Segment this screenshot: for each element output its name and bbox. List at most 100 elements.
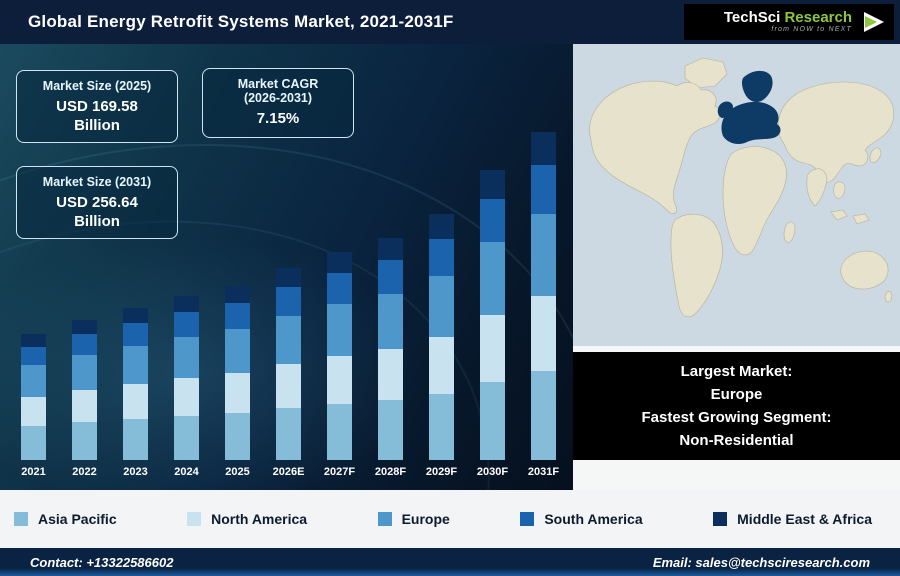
callout-line: Largest Market:	[680, 362, 793, 380]
bar-segment-north-america	[276, 363, 301, 409]
bar-segment-south-america	[327, 272, 352, 304]
bar-segment-europe	[480, 242, 505, 315]
bar-segment-asia-pacific	[480, 381, 505, 460]
bar-segment-south-america	[378, 260, 403, 294]
stat-market-size-2031: Market Size (2031) USD 256.64 Billion	[16, 166, 178, 240]
legend-item-south-america: South America	[520, 511, 643, 527]
callout-line: Fastest Growing Segment:	[641, 409, 832, 426]
bar-column-2022: 2022	[59, 320, 110, 482]
legend-label: Asia Pacific	[38, 511, 117, 527]
x-axis-label: 2031F	[527, 466, 560, 478]
bar-segment-middle-east-africa	[327, 252, 352, 273]
stat-market-cagr: Market CAGR (2026-2031) 7.15%	[202, 68, 354, 139]
bar-segment-middle-east-africa	[276, 268, 301, 288]
bar-stack	[72, 320, 97, 460]
legend-label: South America	[544, 511, 643, 527]
bar-stack	[276, 268, 301, 460]
world-map-svg	[573, 44, 900, 346]
stat-unit: Billion	[74, 213, 120, 231]
main-area: Market Size (2025) USD 169.58 Billion Ma…	[0, 44, 900, 490]
bar-segment-south-america	[72, 334, 97, 355]
legend-item-europe: Europe	[377, 511, 450, 527]
x-axis-label: 2025	[225, 466, 250, 478]
x-axis-label: 2027F	[323, 466, 356, 478]
legend-item-middle-east-africa: Middle East & Africa	[713, 511, 872, 527]
bar-column-2031f: 2031F	[518, 132, 569, 482]
bar-segment-north-america	[378, 349, 403, 401]
bar-segment-europe	[378, 293, 403, 350]
bar-stack	[429, 214, 454, 460]
bar-segment-south-america	[531, 164, 556, 215]
legend-swatch	[187, 512, 202, 526]
stat-label: Market CAGR (2026-2031)	[237, 77, 319, 105]
bar-stack	[123, 308, 148, 460]
map-highlight-europe	[721, 101, 781, 144]
techsci-research-logo: TechSci Research from NOW to NEXT	[684, 4, 894, 40]
bar-segment-europe	[327, 303, 352, 356]
bar-segment-middle-east-africa	[531, 132, 556, 165]
bar-segment-middle-east-africa	[174, 296, 199, 313]
bar-segment-north-america	[225, 372, 250, 413]
stat-value: 7.15%	[256, 110, 300, 127]
stat-value: USD 169.58	[56, 98, 138, 115]
chart-panel: Market Size (2025) USD 169.58 Billion Ma…	[0, 44, 573, 490]
bar-segment-europe	[276, 316, 301, 364]
legend-swatch	[713, 512, 728, 526]
bar-segment-europe	[531, 214, 556, 297]
bar-segment-asia-pacific	[123, 418, 148, 460]
bar-segment-south-america	[21, 346, 46, 366]
bar-segment-south-america	[276, 287, 301, 317]
bar-segment-middle-east-africa	[480, 170, 505, 200]
map-highlight-europe	[717, 101, 733, 118]
legend: Asia Pacific North America Europe South Ame…	[0, 490, 900, 548]
bar-segment-europe	[429, 275, 454, 338]
x-axis-label: 2030F	[476, 466, 509, 478]
bar-stack	[531, 132, 556, 460]
x-axis-label: 2023	[123, 466, 148, 478]
logo-wordmark: TechSci Research	[723, 8, 852, 27]
bar-segment-middle-east-africa	[429, 214, 454, 239]
title-bar: Global Energy Retrofit Systems Market, 2…	[0, 0, 900, 44]
bar-segment-asia-pacific	[72, 422, 97, 460]
logo-part-research: Research	[784, 8, 852, 26]
bar-segment-middle-east-africa	[225, 286, 250, 304]
stat-market-size-2025: Market Size (2025) USD 169.58 Billion	[16, 70, 178, 144]
x-axis-label: 2026E	[272, 466, 305, 478]
logo-part-techsci: TechSci	[723, 8, 785, 26]
legend-swatch	[520, 512, 535, 526]
bar-segment-asia-pacific	[276, 408, 301, 460]
world-map	[573, 44, 900, 346]
bar-column-2024: 2024	[161, 296, 212, 482]
bar-segment-middle-east-africa	[21, 334, 46, 347]
bar-segment-north-america	[429, 337, 454, 394]
logo-tagline: from NOW to NEXT	[771, 26, 852, 34]
footer-bar: Contact: +13322586602 Email: sales@techs…	[0, 548, 900, 576]
stat-unit: Billion	[74, 117, 120, 135]
bar-segment-north-america	[531, 296, 556, 372]
bar-segment-asia-pacific	[531, 371, 556, 460]
page-title: Global Energy Retrofit Systems Market, 2…	[28, 12, 454, 31]
logo-text: TechSci Research from NOW to NEXT	[723, 8, 852, 34]
callout-line: Europe	[710, 385, 763, 403]
legend-item-north-america: North America	[187, 511, 307, 527]
stat-value: USD 256.64	[56, 194, 138, 211]
bar-segment-north-america	[72, 390, 97, 423]
legend-label: Middle East & Africa	[737, 511, 872, 527]
bar-segment-asia-pacific	[174, 415, 199, 460]
bar-segment-europe	[123, 346, 148, 385]
bar-segment-middle-east-africa	[123, 308, 148, 324]
bar-column-2029f: 2029F	[416, 214, 467, 482]
bar-segment-south-america	[429, 238, 454, 276]
legend-label: Europe	[401, 511, 450, 527]
bar-column-2025: 2025	[212, 286, 263, 482]
x-axis-label: 2021	[21, 466, 46, 478]
bar-segment-south-america	[480, 199, 505, 243]
footer-email: Email: sales@techsciresearch.com	[652, 554, 870, 570]
legend-swatch	[377, 512, 392, 526]
callout-line: Non-Residential	[679, 432, 794, 450]
x-axis-label: 2028F	[374, 466, 407, 478]
bar-column-2023: 2023	[110, 308, 161, 482]
bar-segment-asia-pacific	[429, 393, 454, 460]
bar-stack	[480, 170, 505, 460]
